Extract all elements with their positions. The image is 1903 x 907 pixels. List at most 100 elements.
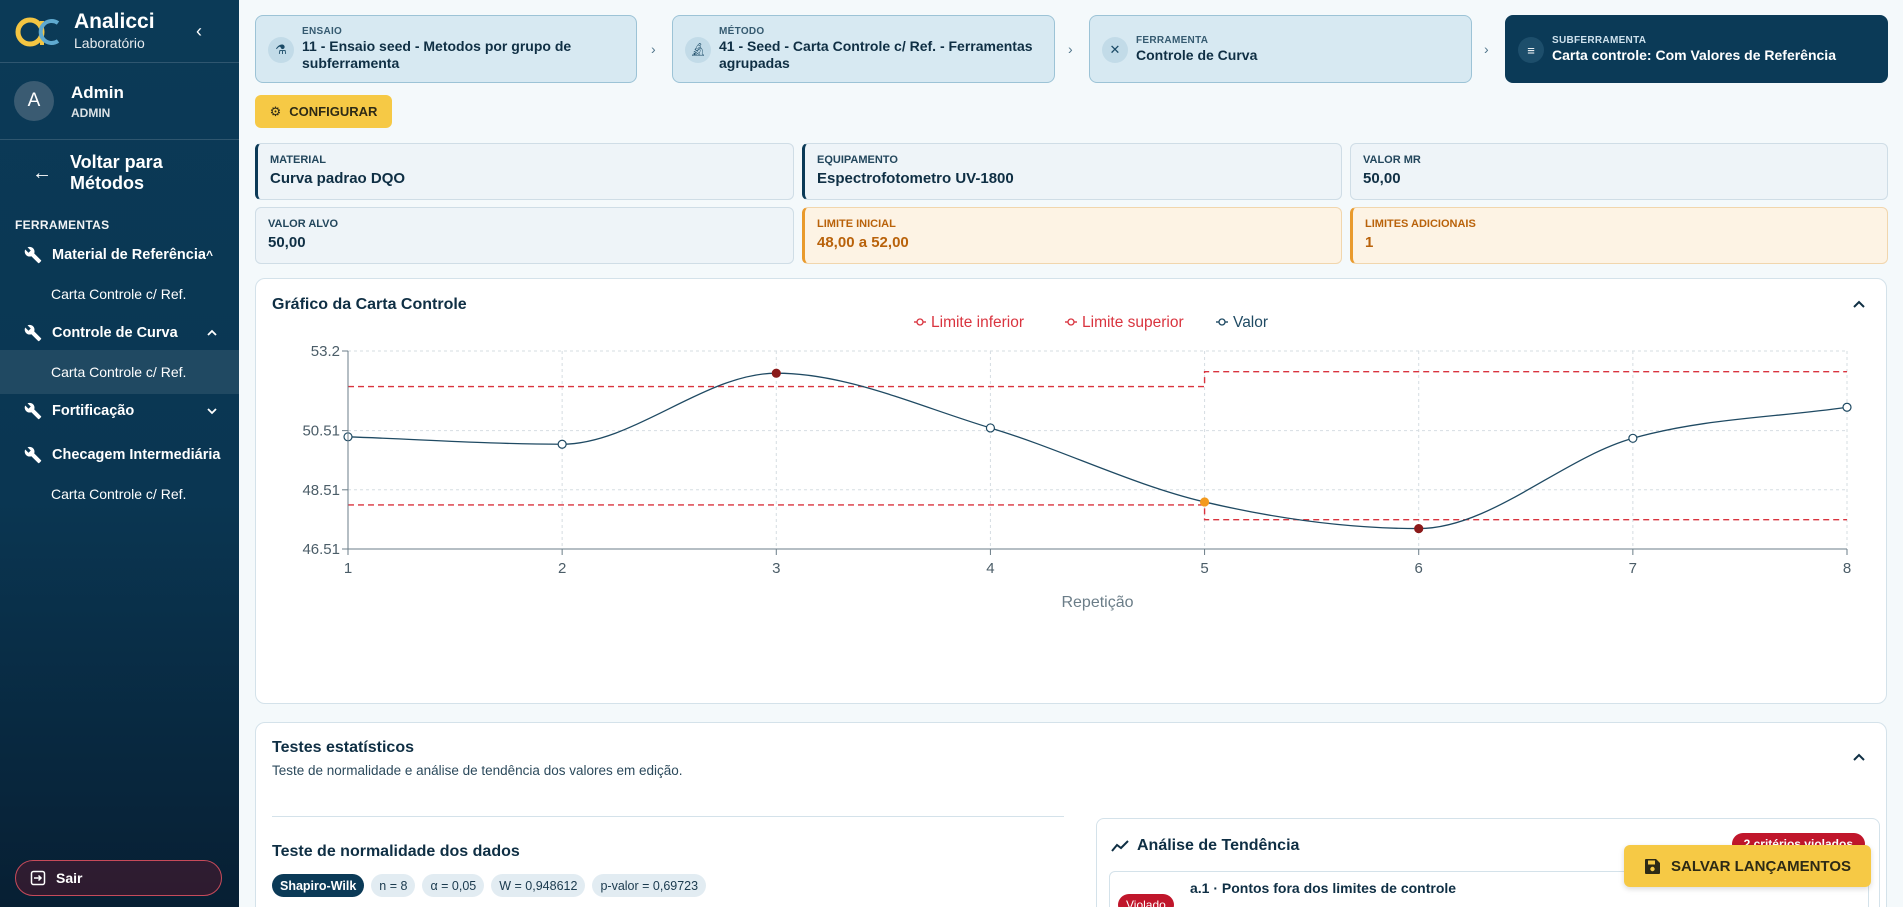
breadcrumb-label: ENSAIO [302,26,343,37]
info-valor-alvo: VALOR ALVO 50,00 [255,207,794,264]
legend-label: Limite inferior [931,314,1024,331]
chevron-right-icon: › [1484,41,1489,57]
save-icon [1645,858,1660,874]
chevron-up-icon[interactable] [1852,750,1866,764]
x-tick-label: 6 [1415,560,1423,577]
save-entries-button[interactable]: SALVAR LANÇAMENTOS [1624,845,1871,887]
wrench-icon [24,402,42,420]
info-equipamento: EQUIPAMENTO Espectrofotometro UV-1800 [802,143,1342,200]
stats-title: Testes estatísticos [272,739,414,756]
gear-icon: ⚙ [269,103,282,119]
flask-icon: ⚗ [268,37,294,63]
sidebar-group-fortificacao[interactable]: Fortificação [0,394,239,428]
stats-card: Testes estatísticos Teste de normalidade… [255,722,1887,907]
value-point [1628,433,1638,443]
save-label: SALVAR LANÇAMENTOS [1671,857,1851,875]
info-label: LIMITES ADICIONAIS [1365,218,1476,230]
sidebar-item-carta-controle-curva[interactable]: Carta Controle c/ Ref. [0,350,239,394]
chip-alpha: α = 0,05 [422,874,485,897]
breadcrumb-metodo[interactable]: 🔬︎ MÉTODO 41 - Seed - Carta Controle c/ … [672,15,1055,83]
info-label: MATERIAL [270,154,327,166]
value-point [557,439,567,449]
info-label: LIMITE INICIAL [817,218,896,230]
y-tick-label: 53.2 [311,343,340,360]
x-tick-label: 2 [558,560,566,577]
breadcrumb-ensaio[interactable]: ⚗ ENSAIO 11 - Ensaio seed - Metodos por … [255,15,637,83]
x-tick-label: 8 [1843,560,1851,577]
x-tick-label: 5 [1200,560,1208,577]
info-value: 1 [1365,234,1374,251]
logout-icon [30,870,46,886]
info-value: 50,00 [1363,170,1401,187]
back-label: Voltar para Métodos [70,152,163,193]
info-label: VALOR MR [1363,154,1421,166]
back-to-methods-link[interactable]: ← Voltar para Métodos [0,140,239,206]
sidebar-item-carta-controle-checagem[interactable]: Carta Controle c/ Ref. [0,472,239,516]
breadcrumb-label: FERRAMENTA [1136,34,1209,46]
trend-criterion-a1[interactable]: Violado a.1 · Pontos fora dos limites de… [1109,871,1869,907]
chart-card: Gráfico da Carta Controle 1 2 3 4 5 6 7 8 53.2 50… [255,278,1887,704]
sidebar-group-material-referencia[interactable]: Material de Referência ^ [0,238,239,272]
value-point [1842,402,1852,412]
sidebar-group-label: Checagem Intermediária [52,447,221,463]
user-role: ADMIN [71,106,111,120]
sidebar-item-label: Carta Controle c/ Ref. [51,286,187,302]
info-value: Curva padrao DQO [270,170,406,187]
user-panel: A Admin ADMIN [0,63,239,139]
breadcrumb-subferramenta[interactable]: ≡ SUBFERRAMENTA Carta controle: Com Valo… [1505,15,1888,83]
sidebar-item-carta-controle-material[interactable]: Carta Controle c/ Ref. [0,272,239,316]
chip-n: n = 8 [371,874,416,897]
status-badge: Violado [1118,894,1174,907]
chevron-up-icon[interactable] [1852,297,1866,311]
breadcrumb-value: Controle de Curva [1136,46,1258,63]
trend-title-text: Análise de Tendência [1137,837,1300,854]
trend-criterion-text: a.1 · Pontos fora dos limites de control… [1190,880,1457,896]
trend-title: Análise de Tendência [1111,837,1299,855]
breadcrumb-label: SUBFERRAMENTA [1552,34,1647,46]
breadcrumb-value: Carta controle: Com Valores de Referênci… [1552,46,1836,63]
sidebar-group-checagem-intermediaria[interactable]: Checagem Intermediária [0,438,239,472]
chip-w: W = 0,948612 [491,874,586,897]
breadcrumb-value: 11 - Ensaio seed - Metodos por grupo de … [302,38,572,71]
limit-line [348,504,1847,521]
sidebar-group-label: Fortificação [52,403,135,419]
brand-name: Analicci [74,10,155,33]
wrench-icon [24,246,42,264]
info-label: EQUIPAMENTO [817,154,898,166]
chevron-up-icon [207,329,217,336]
breadcrumb-label: MÉTODO [719,26,765,37]
sidebar-group-controle-curva[interactable]: Controle de Curva [0,316,239,350]
legend-label: Limite superior [1082,314,1184,331]
x-axis-label: Repetição [1061,594,1133,611]
breadcrumb-ferramenta[interactable]: ✕ FERRAMENTA Controle de Curva [1089,15,1472,83]
logout-button[interactable]: Sair [15,860,222,896]
x-tick-label: 7 [1629,560,1637,577]
section-label: FERRAMENTAS [15,218,110,232]
configure-button[interactable]: ⚙ CONFIGURAR [255,95,392,128]
brand: Analicci Laboratório [0,0,239,62]
chevron-right-icon: › [1068,41,1073,57]
trend-icon [1111,840,1129,852]
arrow-left-icon: ← [32,161,52,184]
control-chart: 1 2 3 4 5 6 7 8 53.2 50.51 48.51 46.51 Repetição Lim… [302,314,1852,611]
y-tick-label: 46.51 [302,541,340,558]
x-tick-label: 4 [986,560,994,577]
value-point [985,423,996,433]
microscope-icon: 🔬︎ [685,37,711,63]
legend-marker-dot [916,318,924,326]
info-value: Espectrofotometro UV-1800 [817,170,1014,187]
configure-label: CONFIGURAR [289,104,378,119]
info-limites-adicionais: LIMITES ADICIONAIS 1 [1350,207,1888,264]
chip-test: Shapiro-Wilk [272,874,365,897]
analicci-logo-icon [15,17,60,47]
normality-chips: Shapiro-Wilk n = 8 α = 0,05 W = 0,948612… [272,874,707,897]
avatar: A [14,81,54,121]
sidebar: Analicci Laboratório ‹ A Admin ADMIN ← V… [0,0,239,907]
legend-label: Valor [1233,314,1268,331]
collapse-sidebar-icon[interactable]: ‹ [196,21,202,41]
sidebar-item-label: Carta Controle c/ Ref. [51,486,187,502]
breadcrumb-value: 41 - Seed - Carta Controle c/ Ref. - Fer… [719,38,1033,71]
info-label: VALOR ALVO [268,218,339,230]
legend-marker-dot [1218,318,1226,326]
chevron-right-icon: › [651,41,656,57]
